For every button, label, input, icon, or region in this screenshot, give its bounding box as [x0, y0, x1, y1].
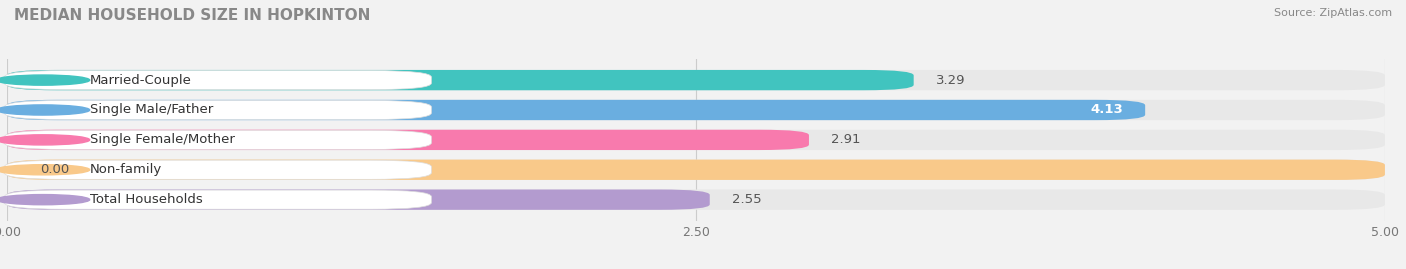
Text: 4.13: 4.13 [1091, 104, 1123, 116]
FancyBboxPatch shape [7, 70, 914, 90]
Text: 0.00: 0.00 [41, 163, 69, 176]
Text: Single Male/Father: Single Male/Father [90, 104, 212, 116]
FancyBboxPatch shape [7, 100, 1385, 120]
Text: Single Female/Mother: Single Female/Mother [90, 133, 235, 146]
FancyBboxPatch shape [4, 70, 432, 90]
Circle shape [0, 194, 90, 205]
Text: Non-family: Non-family [90, 163, 162, 176]
FancyBboxPatch shape [7, 130, 808, 150]
Circle shape [0, 135, 90, 145]
Text: Total Households: Total Households [90, 193, 202, 206]
Text: Source: ZipAtlas.com: Source: ZipAtlas.com [1274, 8, 1392, 18]
FancyBboxPatch shape [7, 70, 1385, 90]
Text: 2.91: 2.91 [831, 133, 860, 146]
FancyBboxPatch shape [4, 160, 432, 179]
Text: MEDIAN HOUSEHOLD SIZE IN HOPKINTON: MEDIAN HOUSEHOLD SIZE IN HOPKINTON [14, 8, 370, 23]
FancyBboxPatch shape [4, 100, 432, 119]
FancyBboxPatch shape [7, 160, 1385, 180]
Circle shape [0, 75, 90, 85]
FancyBboxPatch shape [7, 189, 710, 210]
FancyBboxPatch shape [7, 100, 1144, 120]
Text: Married-Couple: Married-Couple [90, 74, 191, 87]
Circle shape [0, 105, 90, 115]
FancyBboxPatch shape [4, 190, 432, 209]
FancyBboxPatch shape [7, 160, 1385, 180]
Text: 3.29: 3.29 [936, 74, 966, 87]
Circle shape [0, 165, 90, 175]
FancyBboxPatch shape [7, 189, 1385, 210]
FancyBboxPatch shape [7, 130, 1385, 150]
Text: 2.55: 2.55 [731, 193, 762, 206]
FancyBboxPatch shape [4, 130, 432, 150]
